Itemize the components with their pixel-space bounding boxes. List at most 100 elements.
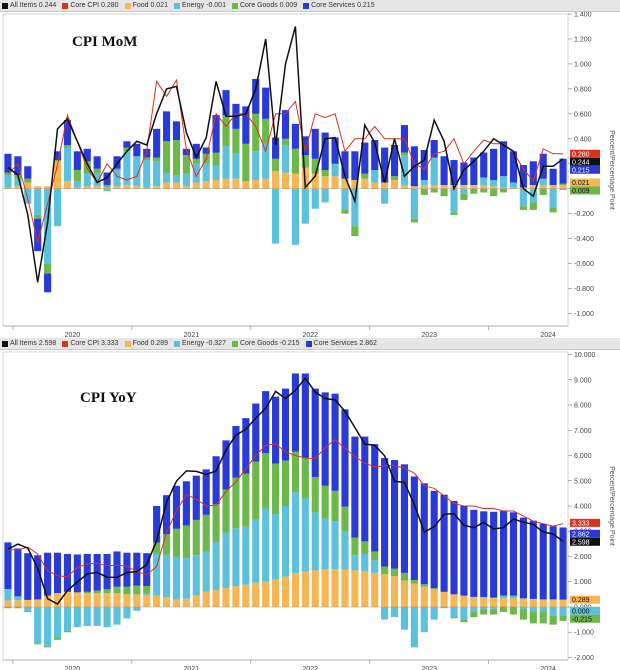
bar-energy — [361, 553, 369, 572]
bar-food — [470, 184, 478, 189]
bar-energy — [321, 518, 329, 570]
bar-food — [222, 178, 230, 189]
cpi-yoy-panel: All Items 2.598 Core CPI 3.333 Food 0.289 E… — [0, 338, 620, 670]
bar-food — [162, 182, 171, 189]
bar-core-goods — [73, 170, 81, 182]
legend-swatch — [124, 2, 131, 9]
bar-core-services — [103, 172, 111, 185]
svg-text:0.280: 0.280 — [572, 151, 590, 158]
bar-energy — [143, 160, 151, 188]
bar-core-goods — [331, 490, 339, 522]
bar-core-services — [519, 165, 527, 188]
bar-core-goods — [4, 606, 12, 609]
bar-food — [4, 187, 12, 189]
line-all-items — [7, 377, 564, 605]
bar-food — [410, 583, 418, 607]
bar-core-goods — [202, 514, 210, 552]
y-axis-label: Percent/Percentage Point — [608, 130, 615, 210]
bar-energy — [24, 606, 32, 611]
bar-core-services — [450, 160, 458, 185]
bar-energy — [232, 528, 240, 587]
bar-core-goods — [182, 155, 190, 174]
bar-food — [371, 182, 379, 189]
bar-core-goods — [53, 160, 62, 162]
bar-food — [44, 595, 52, 607]
value-tag-core-goods: 0.009 — [570, 186, 600, 195]
bar-food — [351, 570, 359, 607]
legend-swatch — [231, 2, 238, 9]
bar-core-services — [390, 460, 399, 569]
bar-food — [281, 576, 290, 607]
svg-text:0.244: 0.244 — [572, 159, 590, 166]
bar-food — [529, 184, 537, 189]
bar-energy — [103, 188, 111, 192]
bar-energy — [73, 606, 81, 628]
bar-core-goods — [301, 155, 309, 168]
legend-item-energy: Energy -0.327 — [173, 340, 226, 347]
bar-core-services — [311, 128, 319, 159]
bar-food — [192, 182, 200, 189]
bar-core-goods — [281, 138, 290, 146]
bar-core-goods — [53, 637, 62, 640]
bar-core-services — [430, 140, 438, 158]
line-all-items — [7, 26, 564, 283]
bar-core-services — [222, 440, 230, 490]
y-tick-label: -0.200 — [574, 211, 594, 218]
bar-core-services — [113, 156, 121, 169]
bar-energy — [480, 606, 488, 610]
bar-core-goods — [381, 566, 389, 575]
legend-label: Energy -0.001 — [181, 2, 226, 9]
x-tick-label: 2021 — [184, 332, 200, 338]
bar-energy — [44, 606, 52, 647]
bar-food — [509, 598, 518, 607]
bar-core-goods — [242, 473, 250, 527]
bar-energy — [212, 165, 220, 180]
bar-core-services — [430, 490, 438, 589]
bar-energy — [4, 589, 12, 601]
bar-food — [311, 173, 319, 189]
bar-core-services — [44, 273, 52, 293]
value-tag-food: 0.021 — [570, 178, 600, 187]
bar-energy — [371, 170, 379, 183]
bar-food — [172, 599, 181, 607]
bar-food — [14, 600, 22, 607]
bar-energy — [549, 606, 557, 616]
bar-energy — [252, 151, 260, 180]
bar-food — [351, 179, 359, 189]
bar-food — [500, 598, 508, 607]
y-tick-label: 5.000 — [574, 478, 592, 485]
legend-swatch — [173, 2, 180, 9]
bar-energy — [162, 554, 171, 598]
bar-energy — [490, 179, 498, 187]
bar-core-services — [321, 132, 329, 170]
bar-food — [53, 593, 62, 607]
line-core-cpi — [7, 78, 563, 243]
bar-food — [262, 581, 270, 607]
bar-energy — [123, 606, 131, 619]
x-tick-label: 2020 — [65, 332, 81, 338]
bar-core-services — [549, 168, 557, 185]
bar-energy — [500, 595, 508, 599]
bar-core-goods — [450, 617, 458, 619]
bar-core-goods — [351, 226, 359, 237]
bar-energy — [123, 151, 131, 185]
x-tick-label: 2024 — [540, 666, 556, 670]
bar-food — [480, 184, 488, 189]
bar-energy — [262, 143, 270, 179]
bar-food — [321, 176, 329, 189]
bar-food — [113, 186, 121, 189]
bar-core-services — [301, 136, 309, 156]
bar-energy — [301, 498, 309, 572]
bar-core-services — [371, 444, 379, 552]
bar-core-goods — [133, 585, 141, 595]
bar-energy — [222, 146, 230, 179]
legend-label: Core CPI 0.280 — [70, 2, 119, 9]
bar-energy — [73, 181, 81, 188]
legend-label: Core Services 0.215 — [311, 2, 375, 9]
bar-food — [331, 569, 339, 607]
bar-core-services — [529, 520, 537, 599]
bar-core-goods — [14, 606, 22, 609]
bar-energy — [519, 606, 527, 610]
y-tick-label: -0.600 — [574, 261, 594, 268]
value-tag-core-services: 2.862 — [570, 529, 600, 538]
